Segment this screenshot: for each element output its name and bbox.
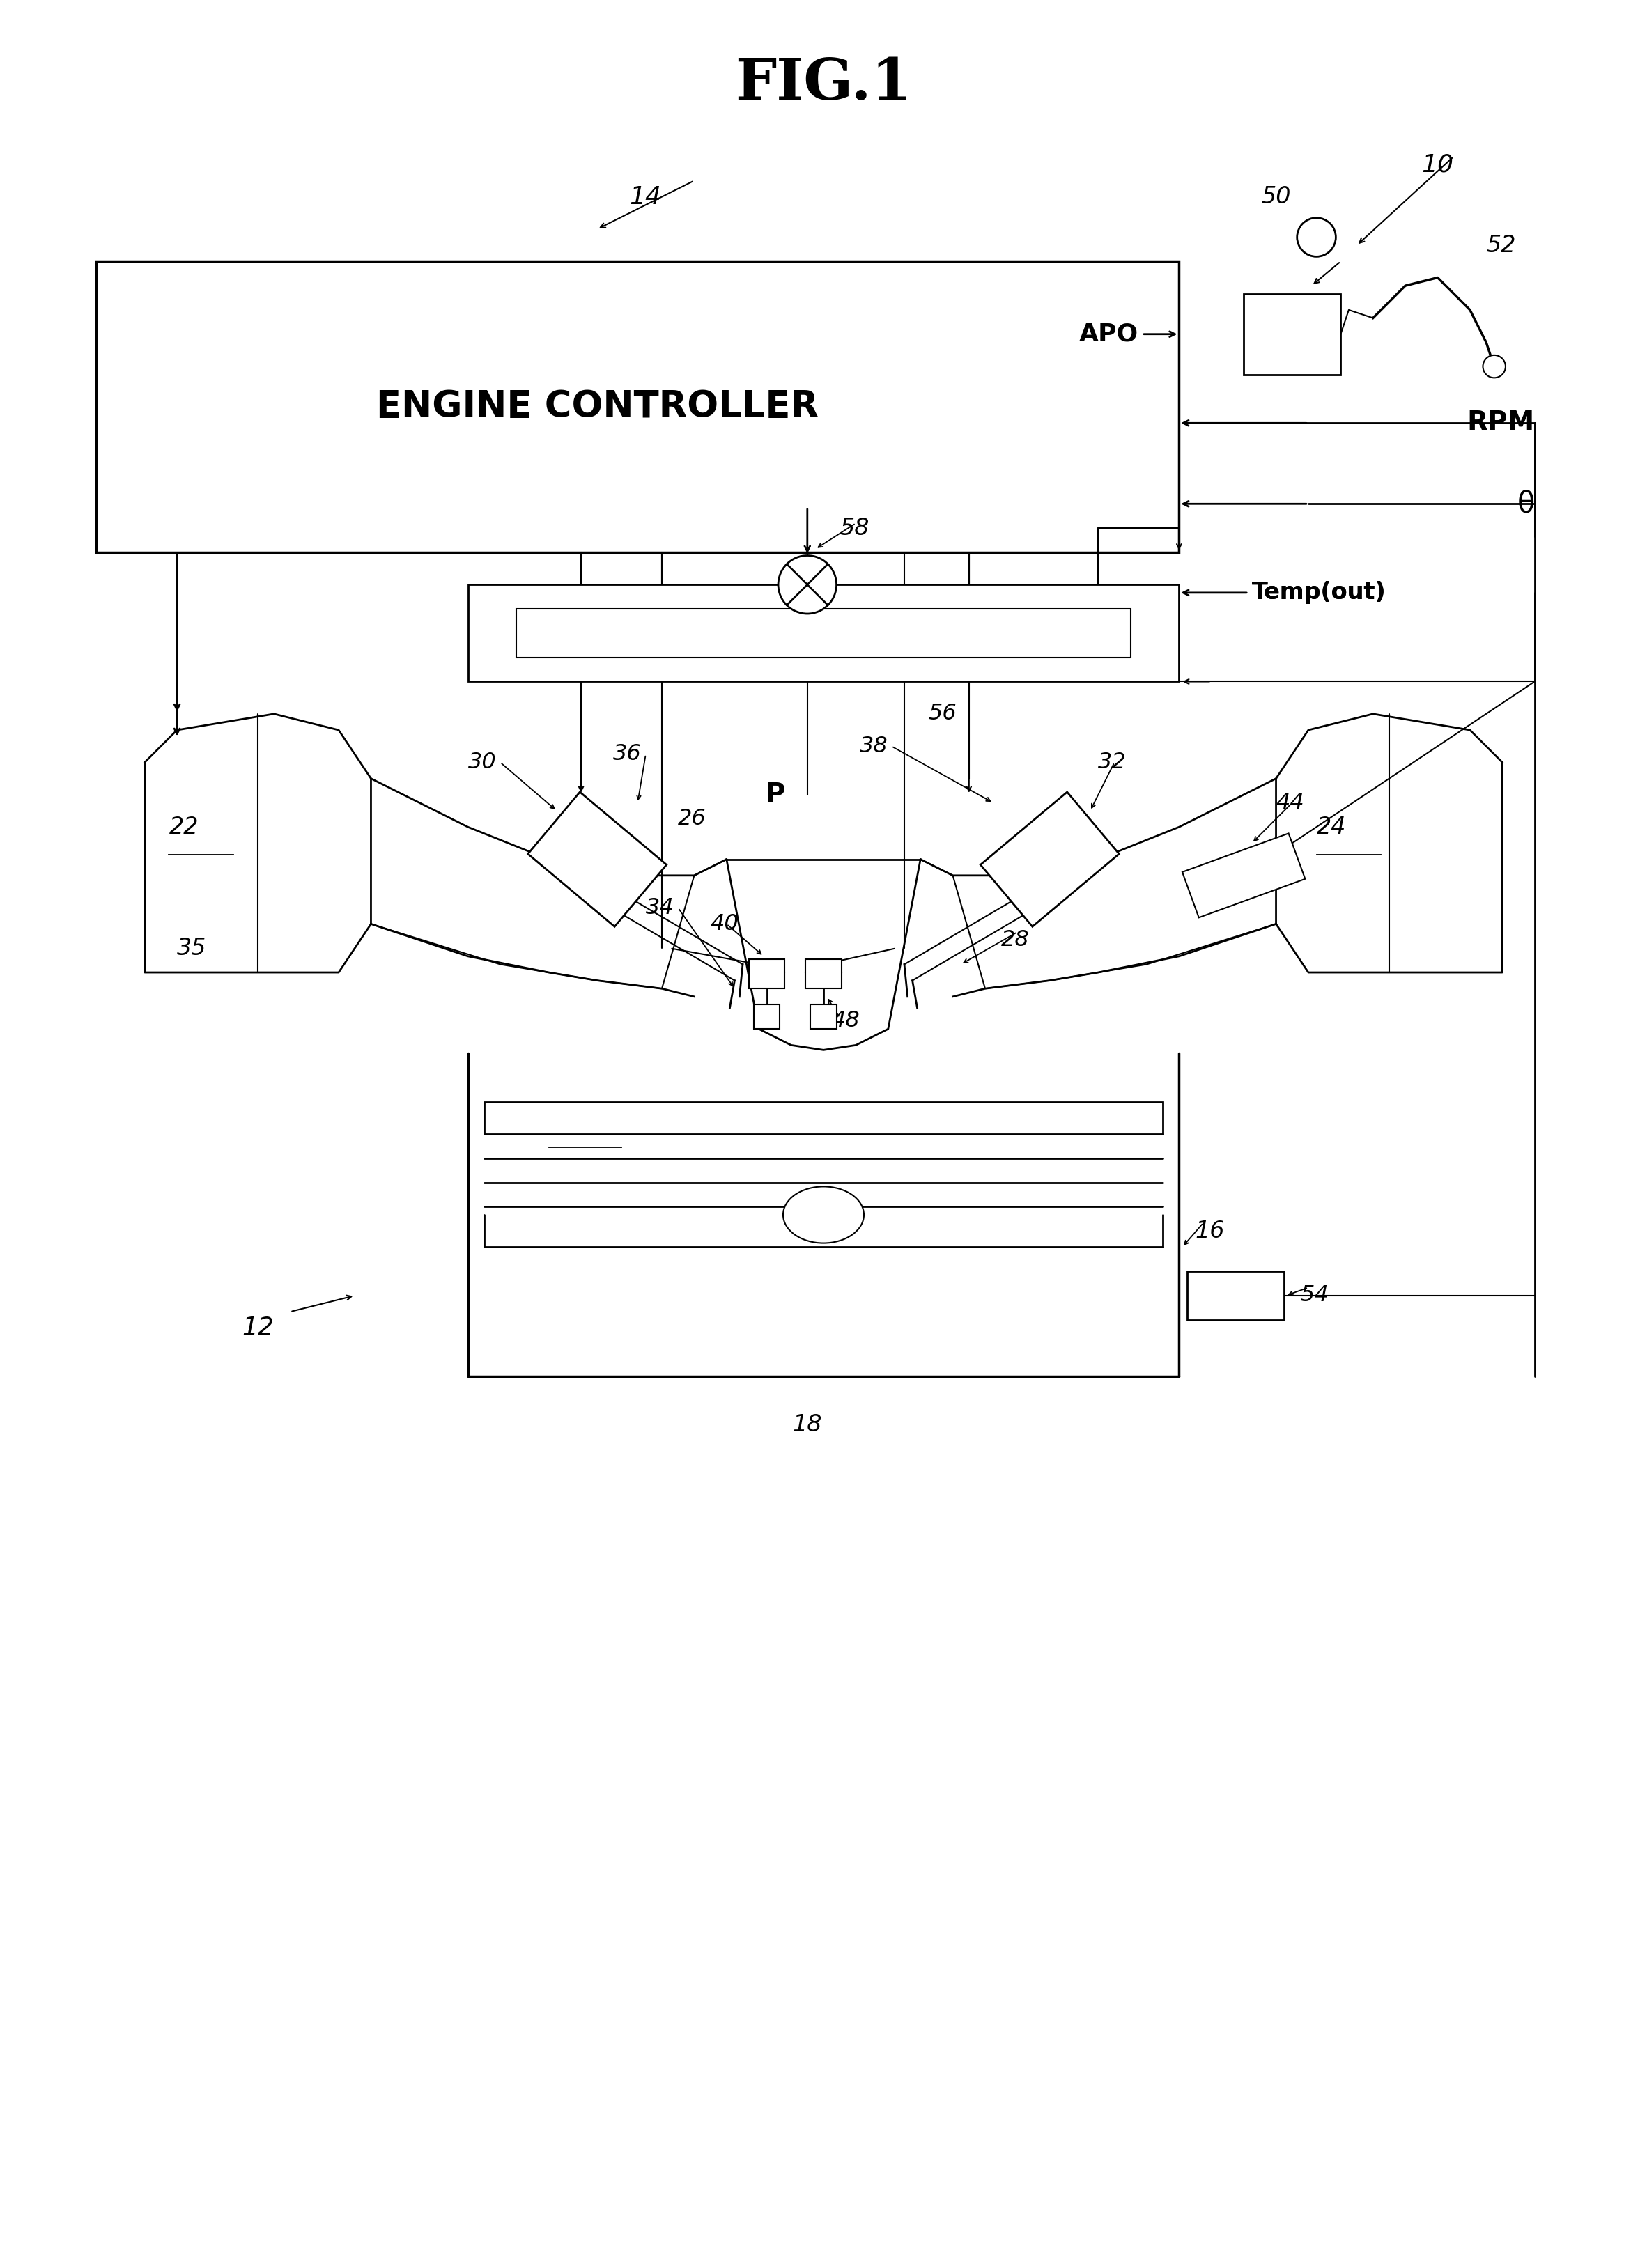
Text: FIG.1: FIG.1: [735, 57, 912, 111]
Bar: [810, 1005, 837, 1030]
Bar: [1183, 832, 1304, 919]
Text: 44: 44: [1276, 792, 1304, 814]
Text: APO: APO: [1079, 322, 1138, 347]
Text: 35: 35: [176, 937, 206, 959]
Text: 12: 12: [242, 1315, 273, 1340]
Text: ENGINE CONTROLLER: ENGINE CONTROLLER: [376, 388, 819, 424]
Bar: [468, 585, 1179, 683]
Text: 52: 52: [1486, 234, 1515, 256]
Circle shape: [779, 556, 837, 615]
Text: RPM: RPM: [1467, 411, 1535, 435]
Text: 50: 50: [1262, 186, 1291, 209]
Text: 22: 22: [170, 816, 199, 839]
Text: 48: 48: [832, 1009, 860, 1032]
Bar: [805, 959, 842, 989]
Bar: [749, 959, 784, 989]
Text: 20: 20: [548, 1114, 578, 1139]
Text: P: P: [766, 782, 786, 807]
Text: Temp(out): Temp(out): [1252, 581, 1387, 603]
Bar: [1187, 1272, 1285, 1320]
Circle shape: [1298, 218, 1336, 256]
Text: 36: 36: [613, 744, 642, 764]
Bar: [96, 261, 1179, 553]
Text: 58: 58: [840, 517, 870, 540]
Text: 24: 24: [1316, 816, 1346, 839]
Text: 40: 40: [710, 914, 740, 934]
Text: 28: 28: [1001, 930, 1029, 950]
Text: 16: 16: [1196, 1220, 1225, 1243]
Bar: [529, 792, 667, 928]
Bar: [980, 792, 1118, 928]
Bar: [517, 608, 1130, 658]
Text: θ: θ: [1517, 490, 1535, 519]
Text: 26: 26: [679, 807, 707, 830]
Text: 10: 10: [1421, 152, 1454, 177]
Bar: [1243, 295, 1341, 374]
Ellipse shape: [782, 1186, 865, 1243]
Text: 14: 14: [629, 186, 662, 209]
Text: 18: 18: [792, 1413, 822, 1436]
Bar: [754, 1005, 781, 1030]
Text: 34: 34: [646, 896, 674, 919]
Text: 30: 30: [468, 751, 496, 773]
Text: 56: 56: [929, 703, 957, 726]
Text: 38: 38: [860, 735, 888, 758]
Text: 54: 54: [1299, 1284, 1329, 1306]
Bar: [484, 1102, 1163, 1134]
Text: 32: 32: [1099, 751, 1127, 773]
Circle shape: [1482, 356, 1505, 379]
Text: Temp(out): Temp(out): [1252, 581, 1387, 603]
